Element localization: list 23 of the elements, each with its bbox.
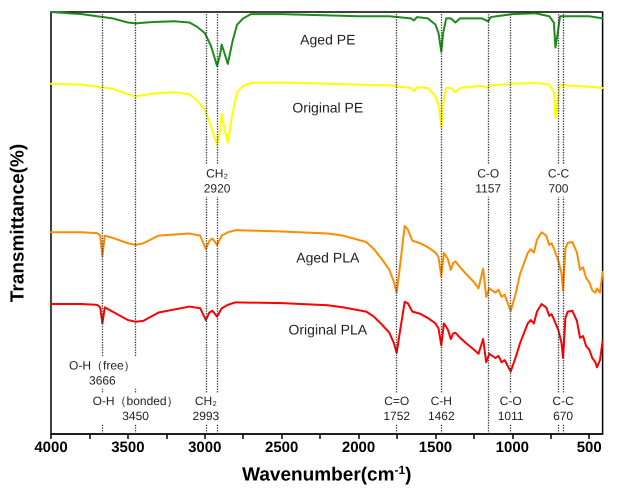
annotation: C-C 670 (552, 394, 574, 424)
x-tick-label: 2000 (342, 439, 376, 456)
series-label: Original PLA (288, 321, 368, 338)
y-axis-title: Transmittance(%) (8, 144, 28, 302)
x-tick-label: 3000 (188, 439, 222, 456)
annotation: C-C 700 (548, 166, 570, 196)
annotation: C-H 1462 (428, 394, 455, 424)
x-tick-label: 500 (576, 439, 602, 456)
annotation: C=O 1752 (383, 394, 410, 424)
annotation: C-O 1011 (498, 394, 524, 424)
series-label: Original PE (292, 100, 364, 116)
x-tick-label: 3500 (111, 439, 145, 456)
x-tick-label: 2500 (264, 439, 298, 456)
x-tick-label: 1000 (496, 439, 530, 456)
annotation: CH₂ 2993 (192, 394, 220, 424)
annotation: C-O 1157 (475, 166, 502, 196)
annotation: O-H（bonded） 3450 (92, 394, 179, 424)
series-label: Aged PE (300, 31, 356, 48)
x-tick-label: 1500 (418, 439, 452, 456)
annotation: CH₂ 2920 (204, 166, 231, 196)
annotation: O-H（free） 3666 (69, 358, 136, 388)
x-tick-label: 4000 (34, 439, 68, 456)
series-label: Aged PLA (296, 250, 360, 266)
